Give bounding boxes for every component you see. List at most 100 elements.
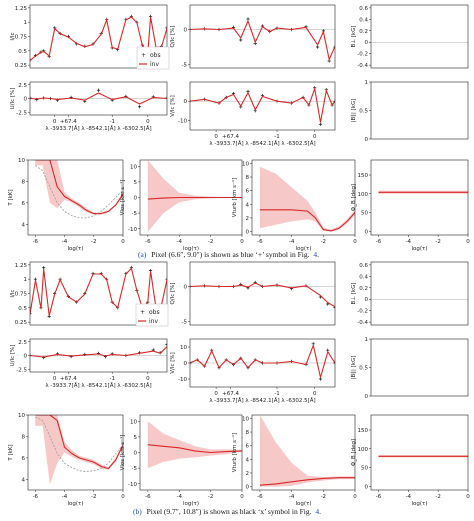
x-tick-label: 0 bbox=[353, 494, 357, 500]
inv-line bbox=[259, 477, 355, 486]
x-tick-label: -2 bbox=[435, 494, 440, 500]
inv-line bbox=[35, 160, 123, 215]
x-axis-label: λ -3933.7[Å] λ -8542.1[Å] λ -6302.5[Å] bbox=[45, 125, 151, 132]
x-tick-label: -2 bbox=[208, 494, 213, 500]
y-tick-label: 0 bbox=[246, 230, 250, 236]
panel-plot-area bbox=[35, 415, 123, 485]
legend-a: + obs inv bbox=[136, 46, 170, 70]
caption-a-ref[interactable]: 4 bbox=[313, 250, 317, 259]
panel-frame bbox=[370, 338, 469, 397]
y-tick-label: 0.5 bbox=[359, 366, 368, 372]
panel-frame bbox=[189, 4, 336, 69]
inv-line bbox=[190, 86, 335, 123]
x-tick-label: -4 bbox=[176, 494, 182, 500]
x-tick-label: -6 bbox=[145, 494, 151, 500]
obs-point bbox=[42, 266, 46, 270]
panel-a-7: -10 -5 0 5 10 -6 -4 -2 0 Vlos [km s⁻¹] log(τ) bbox=[119, 159, 244, 252]
y-tick-label: 0 bbox=[184, 361, 188, 367]
panel-frame bbox=[27, 414, 124, 491]
y-tick-label: 10 bbox=[130, 164, 137, 170]
x-tick-label: -2 bbox=[321, 239, 326, 245]
y-tick-label: 6 bbox=[246, 189, 250, 195]
legend-a-inv-label: inv bbox=[150, 61, 159, 68]
panel-plot-area bbox=[371, 299, 468, 301]
x-tick-label: 0 bbox=[146, 119, 150, 125]
y-tick-label: 10 bbox=[180, 345, 187, 351]
y-axis-label: I/Ic bbox=[10, 32, 16, 40]
caption-a-label: (a) bbox=[138, 250, 147, 259]
y-tick-label: 1 bbox=[24, 277, 28, 283]
x-tick-label: 0 bbox=[121, 494, 125, 500]
x-axis-label: log(τ) bbox=[412, 501, 428, 507]
obs-point bbox=[30, 96, 32, 100]
y-axis-label: B⊥ [kG] bbox=[351, 25, 357, 47]
x-tick-label: -6 bbox=[145, 239, 151, 245]
panel-b-17: -10 -5 0 5 10 -6 -4 -2 0 Vlos [km s⁻¹] log(τ) bbox=[119, 414, 244, 507]
y-axis-label: Q/Ic [%] bbox=[170, 282, 176, 304]
panel-plot-area bbox=[35, 160, 123, 219]
y-tick-label: 1.25 bbox=[15, 6, 28, 12]
x-tick-label: -4 bbox=[289, 494, 295, 500]
y-axis-label: Φ_B [deg] bbox=[351, 184, 357, 211]
x-axis-label: log(τ) bbox=[68, 246, 84, 252]
panel-frame bbox=[370, 261, 469, 326]
y-tick-label: -5 bbox=[182, 320, 188, 326]
x-tick-label: -6 bbox=[33, 494, 39, 500]
y-tick-label: 0 bbox=[184, 285, 188, 291]
panel-plot-area bbox=[30, 266, 167, 319]
y-tick-label: 0 bbox=[365, 484, 369, 490]
caption-b-ref[interactable]: 4 bbox=[315, 507, 319, 516]
x-tick-label: -6 bbox=[33, 239, 39, 245]
y-tick-label: 0 bbox=[184, 99, 188, 105]
x-tick-label: -6 bbox=[376, 239, 382, 245]
inv-line bbox=[190, 343, 335, 378]
x-tick-label: 0 bbox=[313, 134, 317, 140]
panel-frame bbox=[251, 159, 356, 236]
x-axis-label: λ -3933.7[Å] λ -8542.1[Å] λ -6302.5[Å] bbox=[209, 140, 315, 147]
x-tick-label: 0 bbox=[466, 239, 470, 245]
obs-point bbox=[318, 122, 323, 126]
panel-plot-area bbox=[378, 190, 468, 194]
y-tick-label: 2.5 bbox=[18, 340, 27, 346]
x-tick-label: 0 bbox=[240, 239, 244, 245]
y-tick-label: 0.4 bbox=[359, 17, 368, 23]
panel-a-1: -2.502.50 +67.4 -1 0U/Ic [%]λ -3933.7[Å] λ … bbox=[10, 81, 168, 132]
y-tick-label: -5 bbox=[132, 466, 138, 472]
y-axis-label: Q/Ic [%] bbox=[170, 25, 176, 47]
y-tick-label: 4 bbox=[22, 222, 26, 228]
y-tick-label: 0 bbox=[134, 196, 138, 202]
y-tick-label: 50 bbox=[361, 466, 368, 472]
x-tick-label: 0 bbox=[214, 134, 218, 140]
x-tick-label: -1 bbox=[274, 391, 279, 397]
y-tick-label: 6 bbox=[22, 201, 26, 207]
legend-b-inv-label: inv bbox=[149, 318, 158, 325]
y-tick-label: 0.2 bbox=[359, 286, 368, 292]
obs-point bbox=[239, 38, 243, 42]
y-tick-label: -10 bbox=[178, 377, 187, 383]
legend-b-obs-marker: + bbox=[140, 309, 145, 316]
x-tick-label: 0 bbox=[240, 494, 244, 500]
inv-line bbox=[259, 209, 355, 232]
y-tick-label: 0 bbox=[24, 97, 28, 103]
y-tick-label: -5 bbox=[132, 211, 138, 217]
caption-a: (a) Pixel (6.6″, 9.0″) is shown as blue … bbox=[138, 250, 319, 259]
obs-point bbox=[333, 99, 335, 103]
y-tick-label: 0.5 bbox=[18, 306, 27, 312]
inv-line bbox=[30, 92, 167, 105]
panel-b-14: -0.4 -0.2 0 0.2 0.4 0.6 B⊥ [kG] bbox=[351, 261, 469, 326]
x-tick-label: 0 bbox=[313, 391, 317, 397]
x-axis-label: log(τ) bbox=[183, 501, 199, 507]
panel-b-16: 4 6 8 10 -6 -4 -2 0 T [kK] log(τ) bbox=[8, 413, 125, 507]
panel-frame bbox=[370, 159, 469, 236]
uncertainty-band bbox=[35, 415, 123, 485]
x-tick-label: -6 bbox=[257, 239, 263, 245]
caption-b-text: Pixel (9.7″, 10.8″) is shown as black ‘x… bbox=[147, 507, 312, 516]
panel-a-0: 0.25 0.5 0.75 1 1.25 I/Ic bbox=[10, 4, 168, 69]
x-tick-label: -1 bbox=[109, 119, 114, 125]
x-axis-label: λ -3933.7[Å] λ -8542.1[Å] λ -6302.5[Å] bbox=[209, 397, 315, 404]
reference-line bbox=[35, 416, 123, 473]
y-tick-label: 2.5 bbox=[18, 83, 27, 89]
